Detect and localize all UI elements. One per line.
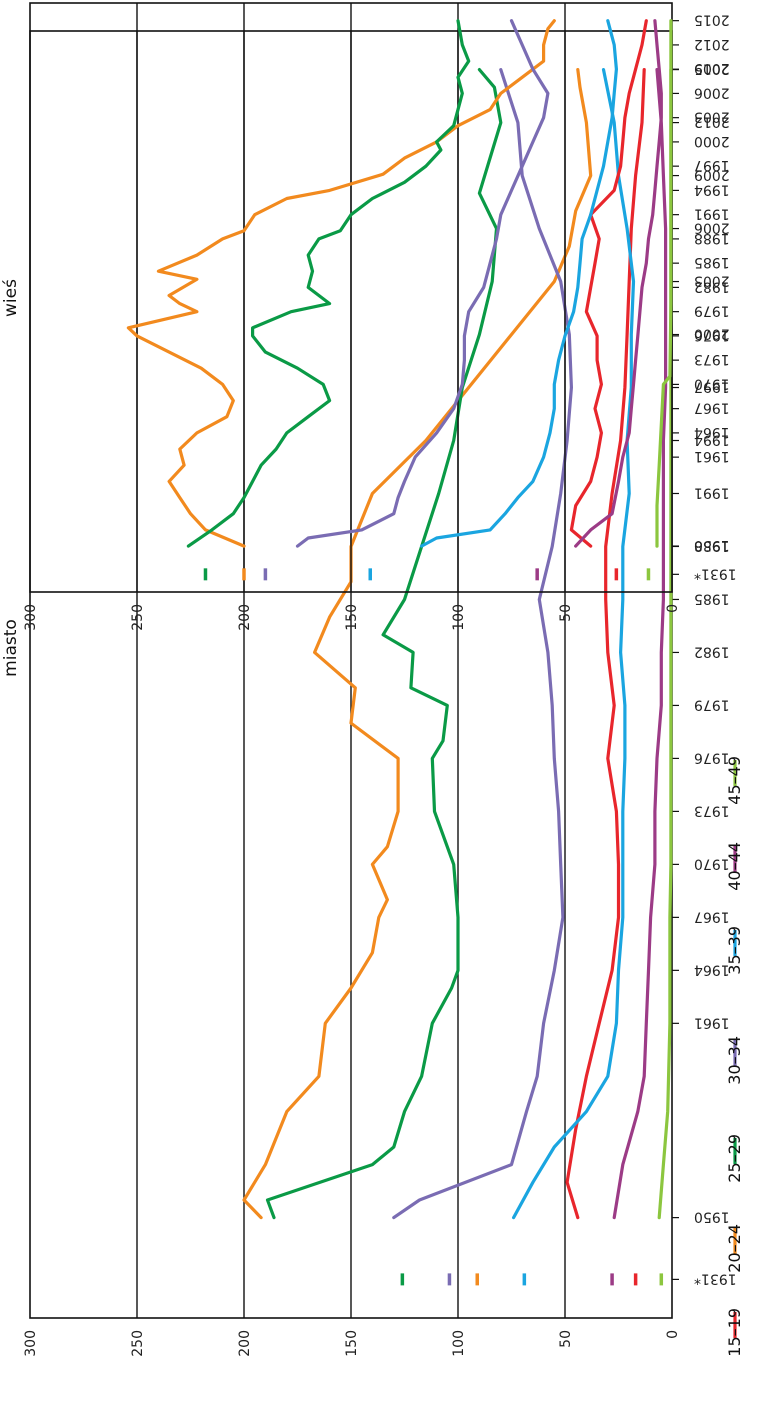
year-tick-label: 1970 xyxy=(694,855,730,871)
year-tick-label: 1994 xyxy=(694,432,730,448)
year-tick-label: 1997 xyxy=(694,379,730,395)
year-tick-label: 1973 xyxy=(694,351,730,367)
year-tick-label: 2000 xyxy=(694,326,730,342)
year-tick-label: 1931* xyxy=(694,1270,737,1286)
value-tick-label: 50 xyxy=(558,1330,574,1348)
value-tick-label: 300 xyxy=(23,604,39,631)
value-tick-label: 0 xyxy=(665,1330,681,1339)
series-line-25-29 xyxy=(186,19,471,548)
series-line-45-49 xyxy=(657,68,673,1220)
series-line-30-34 xyxy=(295,19,550,548)
year-tick-label: 1976 xyxy=(694,327,730,343)
year-tick-label: 2000 xyxy=(694,133,730,149)
year-tick-label: 1967 xyxy=(694,400,730,416)
year-tick-label: 1964 xyxy=(694,961,730,977)
year-tick-label: 1982 xyxy=(694,643,730,659)
value-tick-label: 100 xyxy=(451,1330,467,1357)
year-tick-label: 1985 xyxy=(694,254,730,270)
year-tick-label: 1982 xyxy=(694,278,730,294)
value-tick-label: 50 xyxy=(558,604,574,622)
series-line-20-24 xyxy=(126,19,556,548)
year-tick-label: 2006 xyxy=(694,220,730,236)
legend-label-45-49: 45–49 xyxy=(725,756,744,805)
year-tick-label: 2003 xyxy=(694,109,730,125)
year-tick-label: 1976 xyxy=(694,749,730,765)
year-tick-label: 2009 xyxy=(694,60,730,76)
year-tick-label: 1931* xyxy=(694,565,737,581)
year-tick-label: 1991 xyxy=(694,484,730,500)
year-tick-label: 2012 xyxy=(694,36,730,52)
series-line-40-44 xyxy=(612,68,668,1220)
chart-panel-miasto: 0 50 100 150 200 250 300 1931* 1950 1961 1964 1967 1… xyxy=(1,30,737,1357)
value-tick-label: 0 xyxy=(665,604,681,613)
year-tick-label: 2012 xyxy=(694,114,730,130)
series-line-30-34 xyxy=(392,68,573,1220)
series-line-40-44 xyxy=(574,19,663,548)
value-tick-label: 150 xyxy=(344,604,360,631)
year-tick-label: 1973 xyxy=(694,802,730,818)
value-tick-label: 300 xyxy=(23,1330,39,1357)
legend-label-20-24: 20–24 xyxy=(725,1224,744,1273)
value-tick-label: 150 xyxy=(344,1330,360,1357)
year-tick-label: 2015 xyxy=(694,12,730,28)
year-tick-label: 1997 xyxy=(694,157,730,173)
legend-label-25-29: 25–29 xyxy=(725,1134,744,1183)
year-tick-label: 1991 xyxy=(694,206,730,222)
year-tick-label: 1985 xyxy=(694,590,730,606)
year-tick-label: 1979 xyxy=(694,696,730,712)
year-tick-label: 1961 xyxy=(694,448,730,464)
year-tick-label: 1950 xyxy=(694,537,730,553)
year-tick-label: 2006 xyxy=(694,84,730,100)
legend-label-40-44: 40–44 xyxy=(725,842,744,891)
panel-title: wieś xyxy=(1,279,21,317)
series-line-15-19 xyxy=(565,68,646,1220)
year-tick-label: 2003 xyxy=(694,273,730,289)
legend-label-35-39: 35–39 xyxy=(725,926,744,975)
legend-label-15-19: 15–19 xyxy=(725,1308,744,1357)
legend: 15–19 20–24 25–29 30–34 35–39 40–44 45–49 xyxy=(725,756,744,1357)
series-line-35-39 xyxy=(512,68,636,1220)
year-tick-label: 1970 xyxy=(694,375,730,391)
year-tick-label: 1988 xyxy=(694,230,730,246)
value-tick-label: 100 xyxy=(451,604,467,631)
value-tick-label: 250 xyxy=(130,1330,146,1357)
year-tick-label: 1988 xyxy=(694,537,730,553)
panel-title: miasto xyxy=(1,619,21,677)
series-line-20-24 xyxy=(242,68,593,1220)
year-tick-label: 1994 xyxy=(694,181,730,197)
chart-panel-wies: 0 50 100 150 200 250 300 1931* 1950 1961 1964 1967 1… xyxy=(1,2,737,631)
year-tick-label: 1967 xyxy=(694,908,730,924)
series-line-15-19 xyxy=(569,19,648,548)
series-line-35-39 xyxy=(420,19,618,548)
series-line-45-49 xyxy=(655,19,673,548)
value-tick-label: 200 xyxy=(237,1330,253,1357)
year-tick-label: 1961 xyxy=(694,1014,730,1030)
year-tick-label: 2009 xyxy=(694,167,730,183)
year-tick-label: 1979 xyxy=(694,303,730,319)
year-tick-label: 1964 xyxy=(694,424,730,440)
series-line-25-29 xyxy=(265,68,503,1220)
year-tick-label: 2015 xyxy=(694,61,730,77)
legend-label-30-34: 30–34 xyxy=(725,1036,744,1085)
value-tick-label: 200 xyxy=(237,604,253,631)
value-tick-label: 250 xyxy=(130,604,146,631)
year-tick-label: 1950 xyxy=(694,1209,730,1225)
